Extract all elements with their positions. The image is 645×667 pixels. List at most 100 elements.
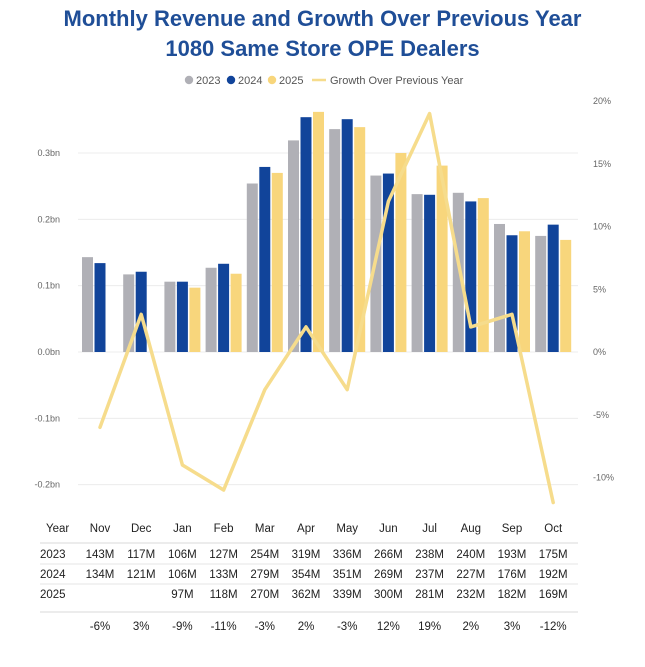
table-cell: 240M [456, 549, 485, 561]
table-cell: 3% [133, 621, 150, 633]
table-header-year: Year [46, 523, 69, 535]
bar-2023-Apr [288, 140, 299, 352]
bar-2025-Jun [395, 153, 407, 352]
bar-2025-Jan [189, 287, 201, 352]
table-cell: 106M [168, 569, 197, 581]
table-cell: 182M [498, 589, 527, 601]
table-header-month: Oct [544, 523, 563, 535]
table-cell: -9% [172, 621, 192, 633]
growth-line [98, 111, 555, 505]
bar-2023-Sep [494, 223, 505, 352]
bar-2025-Jul [436, 165, 448, 352]
table-cell: 2% [298, 621, 315, 633]
bar-2024-Oct [547, 224, 559, 352]
bar-2025-Apr [313, 111, 324, 352]
table-header-month: Jul [422, 523, 437, 535]
bar-2023-Dec [123, 274, 135, 352]
bar-2023-Oct [535, 235, 547, 352]
bar-2025-Sep [519, 231, 530, 352]
table-cell: 134M [86, 569, 115, 581]
y-right-tick-label: -10% [593, 473, 614, 483]
bar-2023-Feb [205, 267, 217, 352]
table-cell: 133M [209, 569, 238, 581]
table-cell: 193M [498, 549, 527, 561]
bar-2023-Jan [164, 281, 176, 352]
bar-2024-Sep [506, 235, 518, 352]
table-cell: 238M [415, 549, 444, 561]
chart-title-line1: Monthly Revenue and Growth Over Previous… [63, 6, 582, 31]
table-header-month: Nov [90, 523, 111, 535]
bar-2023-Mar [246, 183, 258, 352]
table-cell: 117M [127, 549, 155, 561]
table-cell: 266M [374, 549, 403, 561]
table-cell: 254M [250, 549, 279, 561]
y-right-tick-label: 20% [593, 96, 611, 106]
legend-label: 2025 [279, 75, 303, 87]
y-left-tick-label: 0.3bn [37, 148, 60, 158]
table-cell: -3% [255, 621, 275, 633]
table-cell: 269M [374, 569, 403, 581]
bar-2024-Nov [94, 263, 106, 352]
table-cell: 281M [415, 589, 444, 601]
bar-2025-May [354, 127, 366, 352]
bar-2024-May [341, 119, 353, 352]
y-left-tick-label: 0.0bn [37, 347, 60, 357]
table-cell: 19% [418, 621, 441, 633]
bar-2024-Aug [465, 201, 477, 352]
table-cell: 97M [171, 589, 193, 601]
table-header-month: Feb [214, 523, 234, 535]
y-left-tick-label: 0.1bn [37, 281, 60, 291]
table-cell: 118M [210, 589, 238, 601]
bar-2025-Mar [271, 172, 283, 352]
table-header-month: Sep [502, 523, 522, 535]
table-cell: 3% [504, 621, 521, 633]
table-row-label: 2025 [40, 589, 66, 601]
table-header-month: Dec [131, 523, 152, 535]
bar-2023-Jul [411, 194, 423, 352]
y-left-tick-label: -0.1bn [34, 413, 60, 423]
table-cell: 227M [456, 569, 485, 581]
table-cell: 300M [374, 589, 403, 601]
table-cell: 176M [498, 569, 527, 581]
y-right-tick-label: 10% [593, 222, 611, 232]
table-row-label: 2023 [40, 549, 66, 561]
table-cell: 351M [333, 569, 362, 581]
legend-label: 2024 [238, 75, 262, 87]
bar-series [82, 111, 572, 353]
bar-2024-Jan [176, 281, 188, 352]
table-cell: 237M [415, 569, 444, 581]
table-row-label: 2024 [40, 569, 66, 581]
table-cell: -6% [90, 621, 110, 633]
bar-2024-Jul [424, 194, 436, 352]
table-cell: -11% [211, 621, 237, 633]
table-header-month: Apr [297, 523, 315, 535]
table-cell: 2% [462, 621, 479, 633]
table-cell: 192M [539, 569, 568, 581]
bar-2024-Jun [382, 173, 394, 352]
bar-2023-May [329, 129, 341, 352]
y-right-tick-label: -5% [593, 410, 609, 420]
table-header-month: Mar [255, 523, 275, 535]
legend-label: Growth Over Previous Year [330, 75, 464, 87]
bar-2024-Dec [135, 271, 147, 352]
table-cell: 12% [377, 621, 400, 633]
table-cell: 143M [86, 549, 115, 561]
bar-2025-Feb [230, 273, 242, 352]
legend-swatch-2025 [267, 75, 277, 85]
bar-2025-Oct [560, 239, 572, 352]
legend-swatch-2023 [184, 75, 194, 85]
bar-2024-Mar [259, 166, 271, 352]
table-cell: 362M [292, 589, 321, 601]
legend-label: 2023 [196, 75, 220, 87]
y-right-tick-label: 5% [593, 284, 606, 294]
y-left-tick-label: -0.2bn [34, 480, 60, 490]
table-cell: 319M [292, 549, 321, 561]
table-cell: 121M [127, 569, 156, 581]
table-cell: 354M [292, 569, 321, 581]
y-axis-right: 20% 15% 10% 5% 0% -5% -10% [593, 96, 614, 483]
bar-2023-Aug [452, 192, 464, 352]
bar-2023-Nov [82, 257, 93, 352]
y-axis-left: 0.3bn 0.2bn 0.1bn 0.0bn -0.1bn -0.2bn [34, 148, 60, 490]
table-cell: 279M [250, 569, 279, 581]
